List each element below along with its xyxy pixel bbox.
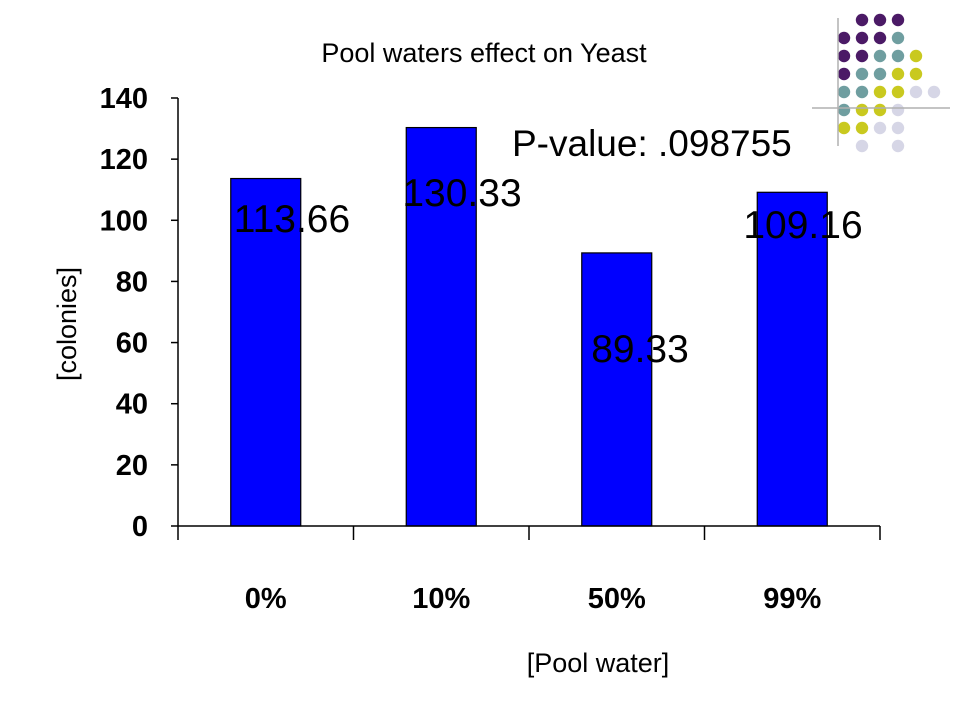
y-tick-label: 120	[100, 144, 148, 176]
bar-50%	[581, 252, 653, 527]
y-tick-label: 60	[116, 328, 148, 360]
decorative-dot-grid	[837, 13, 941, 153]
decorative-dot	[873, 67, 887, 81]
p-value-annotation: P-value: .098755	[512, 123, 792, 164]
y-tick-label: 20	[116, 450, 148, 482]
decorative-dot	[891, 67, 905, 81]
decorative-dot	[855, 85, 869, 99]
decorative-dot	[855, 103, 869, 117]
decorative-dot	[837, 103, 851, 117]
decorative-dot	[909, 67, 923, 81]
decorative-dot	[855, 13, 869, 27]
decorative-dot	[891, 85, 905, 99]
decorative-dot	[891, 13, 905, 27]
data-label: 89.33	[591, 328, 689, 371]
y-tick-label: 0	[132, 511, 148, 543]
decorative-dot	[909, 85, 923, 99]
decorative-dot	[855, 121, 869, 135]
bar-99%	[756, 191, 828, 527]
decorative-dot	[837, 67, 851, 81]
decorative-dot	[855, 67, 869, 81]
decorative-dot	[873, 85, 887, 99]
y-tick-label: 140	[100, 83, 148, 115]
x-tick-labels: 0% 10% 50% 99%	[245, 583, 822, 615]
data-label: 130.33	[402, 172, 521, 215]
x-tick-label: 10%	[412, 583, 470, 615]
decorative-dot	[837, 49, 851, 63]
bar-group	[230, 126, 828, 527]
decorative-dot	[873, 49, 887, 63]
decorative-dot	[891, 121, 905, 135]
decorative-dot	[927, 85, 941, 99]
y-tick-labels: 0 20 40 60 80 100 120 140	[100, 83, 148, 543]
decorative-dot	[891, 49, 905, 63]
decorative-dot	[873, 31, 887, 45]
decorative-dot	[855, 139, 869, 153]
x-tick-label: 99%	[763, 583, 821, 615]
decorative-dot	[837, 31, 851, 45]
y-axis-label: [colonies]	[52, 267, 82, 381]
decorative-dot	[873, 103, 887, 117]
decorative-dot	[837, 121, 851, 135]
decorative-dot	[891, 139, 905, 153]
chart-title: Pool waters effect on Yeast	[321, 38, 647, 68]
decorative-dot	[891, 103, 905, 117]
y-tick-label: 100	[100, 205, 148, 237]
decorative-dot	[855, 49, 869, 63]
y-tick-label: 80	[116, 266, 148, 298]
decorative-dot	[909, 49, 923, 63]
bar-10%	[405, 126, 477, 527]
data-label: 109.16	[743, 204, 862, 247]
x-tick-label: 0%	[245, 583, 287, 615]
decorative-dot	[891, 31, 905, 45]
decorative-dot	[837, 85, 851, 99]
decorative-dot	[855, 31, 869, 45]
x-axis-label: [Pool water]	[527, 648, 670, 678]
plot-area: 0 20 40 60 80 100 120 140 0% 10% 50% 99% 113.66 130…	[100, 83, 881, 615]
decorative-dot	[873, 13, 887, 27]
y-tick-label: 40	[116, 389, 148, 421]
data-label: 113.66	[234, 198, 350, 241]
axes	[171, 97, 881, 540]
x-tick-label: 50%	[588, 583, 646, 615]
data-labels: 113.66 130.33 89.33 109.16	[234, 172, 863, 371]
bar-0%	[230, 177, 302, 527]
decorative-dot	[873, 121, 887, 135]
